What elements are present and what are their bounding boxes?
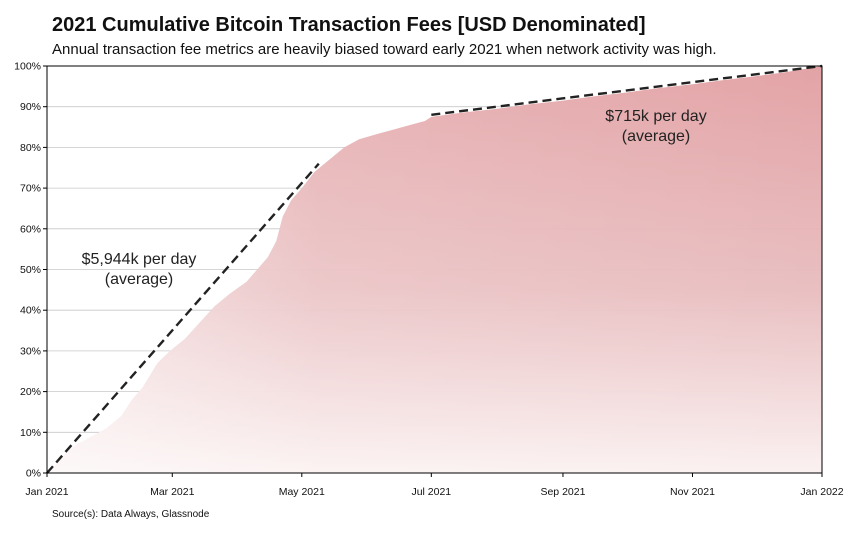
- chart-subtitle: Annual transaction fee metrics are heavi…: [52, 41, 717, 58]
- y-tick-label: 60%: [20, 223, 41, 235]
- x-tick-label: May 2021: [279, 486, 325, 498]
- trend-line-2: [431, 64, 823, 117]
- x-tick-label: Jan 2021: [25, 486, 68, 498]
- y-tick-label: 20%: [20, 386, 41, 398]
- annotation-1-line-2: (average): [105, 271, 173, 288]
- x-axis: Jan 2021 Mar 2021 May 2021 Jul 2021 Sep 2021…: [25, 473, 844, 498]
- x-tick-label: Sep 2021: [540, 486, 585, 498]
- y-tick-label: 100%: [14, 61, 41, 73]
- y-tick-label: 40%: [20, 305, 41, 317]
- annotations: $5,944k per day (average) $715k per day (av…: [82, 108, 707, 288]
- trend-line-1: [46, 162, 320, 474]
- area-fade-overlay: [47, 66, 822, 473]
- y-axis: 0% 10% 20% 30% 40% 50% 60% 70% 80% 90% 100%: [14, 61, 47, 480]
- x-tick-label: Jul 2021: [411, 486, 451, 498]
- y-tick-label: 50%: [20, 264, 41, 276]
- x-tick-label: Mar 2021: [150, 486, 195, 498]
- y-tick-label: 10%: [20, 427, 41, 439]
- annotation-2-line-1: $715k per day: [605, 108, 706, 125]
- annotation-2-line-2: (average): [622, 128, 690, 145]
- x-tick-label: Nov 2021: [670, 486, 715, 498]
- source-note: Source(s): Data Always, Glassnode: [52, 509, 210, 520]
- annotation-1-line-1: $5,944k per day: [82, 251, 197, 268]
- y-tick-label: 80%: [20, 142, 41, 154]
- y-tick-label: 70%: [20, 183, 41, 195]
- chart-title: 2021 Cumulative Bitcoin Transaction Fees…: [52, 14, 646, 36]
- x-tick-label: Jan 2022: [800, 486, 843, 498]
- y-tick-label: 30%: [20, 345, 41, 357]
- y-tick-label: 0%: [26, 468, 41, 480]
- trend-lines: [46, 64, 823, 474]
- y-tick-label: 90%: [20, 101, 41, 113]
